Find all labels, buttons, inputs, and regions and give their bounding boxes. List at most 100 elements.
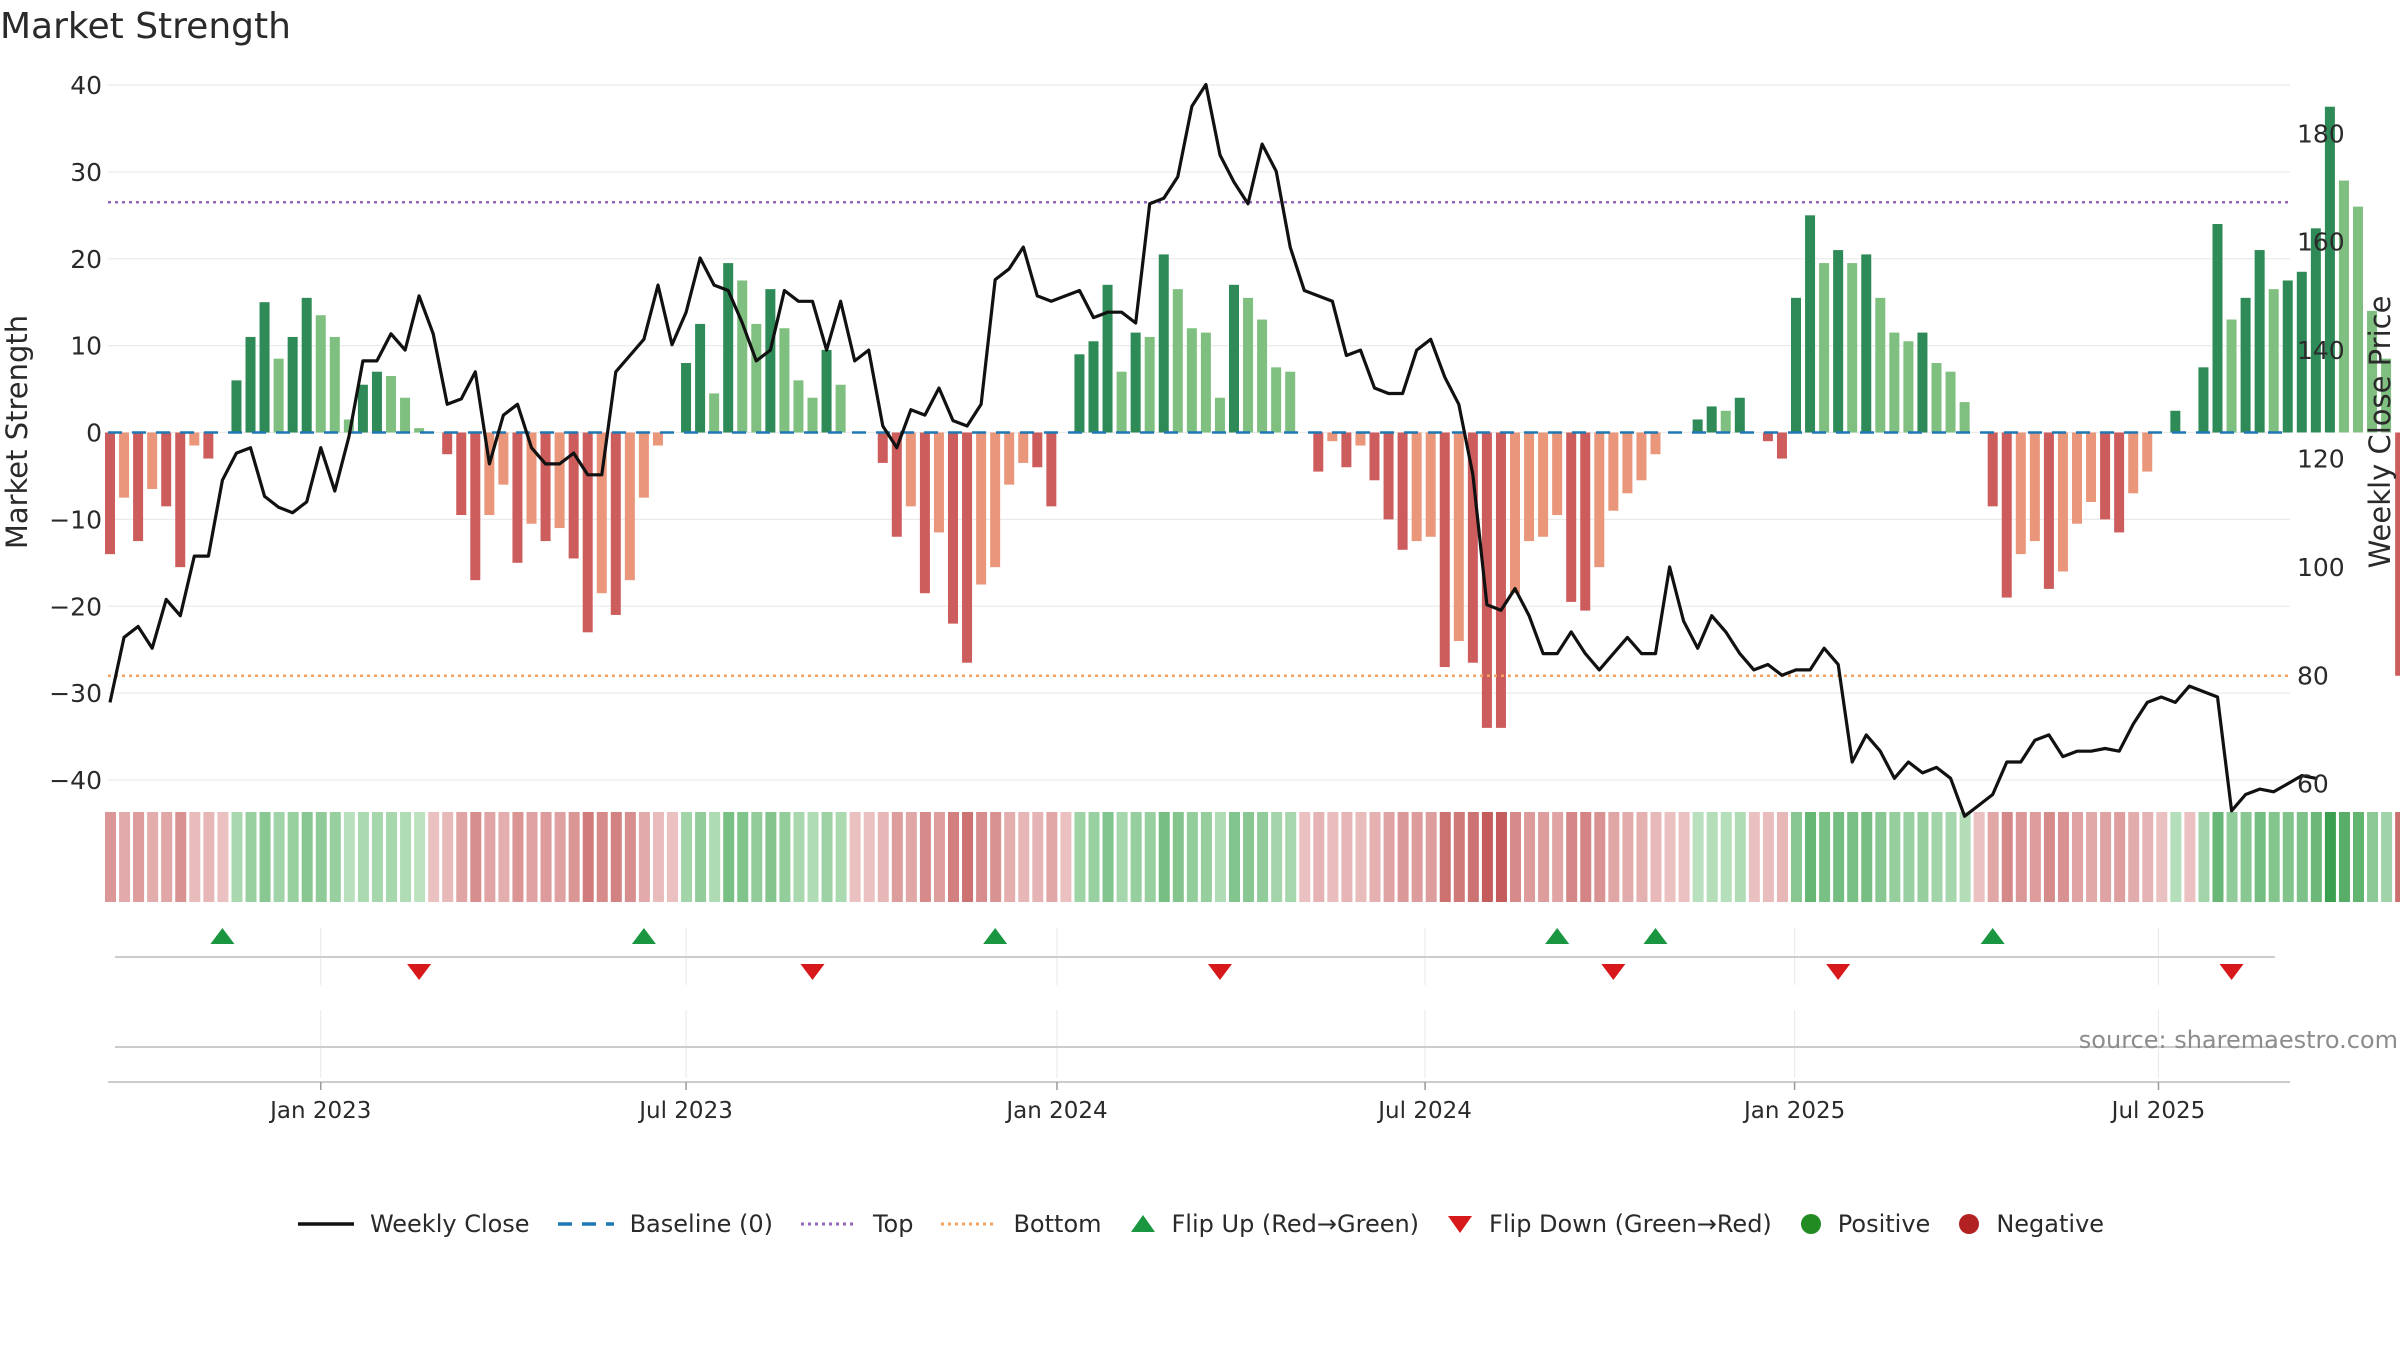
strength-bar <box>2114 432 2125 533</box>
strength-bar <box>414 428 425 433</box>
heat-strip-cell <box>821 812 833 902</box>
y-tick-label: 40 <box>70 71 102 100</box>
strength-bar <box>540 432 551 542</box>
heat-strip-cell <box>1074 812 1086 902</box>
strength-bar <box>1327 432 1338 442</box>
heat-strip-cell <box>1425 812 1437 902</box>
strength-bar <box>1776 432 1787 459</box>
y2-tick-label: 140 <box>2297 336 2345 365</box>
heat-strip-cell <box>1931 812 1943 902</box>
heat-strip-cell <box>779 812 791 902</box>
source-text: source: sharemaestro.com <box>2079 1026 2398 1054</box>
legend-item-top: Top <box>799 1210 914 1238</box>
heat-strip-cell <box>1510 812 1521 902</box>
legend-item-flip-up: Flip Up (Red→Green) <box>1128 1210 1419 1238</box>
strength-bar <box>1987 432 1998 507</box>
strength-bar <box>203 432 214 459</box>
strength-bar <box>1903 341 1914 433</box>
heat-strip-cell <box>990 812 1002 902</box>
strength-bar <box>2338 180 2349 433</box>
heat-strip-cell <box>315 812 327 902</box>
heat-strip-cell <box>2198 812 2210 902</box>
x-tick-label: Jan 2023 <box>268 1098 371 1124</box>
heat-strip-cell <box>526 812 538 902</box>
legend-label-weekly-close: Weekly Close <box>369 1210 530 1238</box>
strength-bar <box>1791 297 1801 433</box>
weekly-close-line-group <box>108 82 2317 818</box>
heat-strip-cell <box>105 812 116 902</box>
y-tick-label: −20 <box>49 592 102 621</box>
y-axis-label: Market Strength <box>0 315 34 549</box>
heat-strip-cell <box>273 812 285 902</box>
strength-bar <box>709 393 720 433</box>
heat-strip-cell <box>751 812 763 902</box>
heat-strip-cell <box>428 812 440 902</box>
heat-strip-cell <box>484 812 496 902</box>
heat-strip-cell <box>1580 812 1592 902</box>
heat-strip-cell <box>119 812 131 902</box>
strength-bar <box>2282 280 2293 433</box>
x-tick-label: Jul 2023 <box>637 1098 733 1124</box>
legend-label-positive: Positive <box>1837 1210 1931 1238</box>
heat-strip-cell <box>849 812 861 902</box>
strength-bar <box>1931 363 1942 433</box>
heat-strip-cell <box>1791 812 1802 902</box>
strength-bar <box>175 432 186 568</box>
legend-item-negative: Negative <box>1956 1210 2104 1238</box>
strength-bar <box>2367 310 2378 433</box>
strength-bar <box>779 328 790 433</box>
flip-up-marker <box>1545 928 1570 944</box>
strength-bar <box>1566 432 1577 602</box>
axes: 403020100−10−20−30−401801601401201008060… <box>49 71 2344 1124</box>
strength-bar <box>1594 432 1605 568</box>
strength-bar <box>133 432 144 542</box>
heat-strip-cell <box>709 812 721 902</box>
strength-bar <box>1116 371 1127 433</box>
strength-bar <box>1172 289 1183 433</box>
strength-bar <box>1032 432 1043 468</box>
strength-bar <box>1495 432 1506 728</box>
x-tick-label: Jan 2024 <box>1004 1098 1107 1124</box>
heat-strip-cell <box>2043 812 2055 902</box>
heat-strip-cell <box>919 812 931 902</box>
strength-bar <box>147 432 158 489</box>
strength-bar <box>1622 432 1633 494</box>
strength-bar <box>2128 432 2139 494</box>
strength-bar <box>2086 432 2097 502</box>
strength-bar <box>1945 371 1956 433</box>
strength-bar <box>1692 419 1703 433</box>
strength-bar <box>2072 432 2082 524</box>
heat-strip-cell <box>1355 812 1367 902</box>
heat-strip-cell <box>1987 812 1999 902</box>
heat-strip-cell <box>2353 812 2364 902</box>
strength-bar <box>2226 319 2237 433</box>
heat-strip-cell <box>610 812 622 902</box>
strength-bar <box>1580 432 1591 611</box>
heat-strip-cell <box>259 812 271 902</box>
strength-bar <box>1397 432 1408 550</box>
strength-bar <box>1706 406 1717 433</box>
strength-bar <box>2395 432 2400 676</box>
heat-strip-cell <box>667 812 678 902</box>
strength-bar <box>1875 297 1886 433</box>
heat-strip-cell <box>652 812 664 902</box>
legend-label-baseline: Baseline (0) <box>629 1210 773 1238</box>
y-tick-label: 10 <box>70 332 102 361</box>
strength-bar <box>259 302 270 433</box>
heat-strip-cell <box>2029 812 2041 902</box>
strength-bar <box>456 432 467 516</box>
legend-label-top: Top <box>872 1210 914 1238</box>
strength-bar <box>624 432 635 581</box>
strength-bar <box>1819 263 1830 433</box>
heat-strip-cell <box>498 812 510 902</box>
heat-strip-cell <box>1467 812 1479 902</box>
strength-bar <box>962 432 973 663</box>
strength-bar <box>1439 432 1450 668</box>
heat-strip-cell <box>2086 812 2098 902</box>
strength-bar <box>1285 371 1296 433</box>
baseline-swatch-icon <box>557 1222 614 1226</box>
heat-strip-cell <box>1341 812 1353 902</box>
heat-strip-cell <box>1819 812 1831 902</box>
strength-bar <box>1538 432 1549 537</box>
heat-strip-cell <box>1861 812 1873 902</box>
